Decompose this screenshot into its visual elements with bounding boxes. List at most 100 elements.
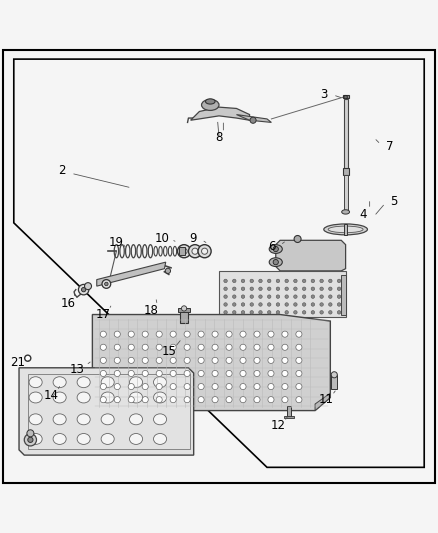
Ellipse shape: [177, 245, 191, 258]
Bar: [343, 95, 349, 99]
Text: 17: 17: [96, 308, 111, 321]
Circle shape: [241, 279, 245, 282]
Circle shape: [285, 295, 288, 298]
Text: 4: 4: [359, 208, 367, 221]
Circle shape: [156, 357, 162, 364]
Ellipse shape: [130, 392, 143, 403]
Ellipse shape: [77, 414, 90, 425]
Circle shape: [226, 384, 232, 390]
Circle shape: [328, 303, 332, 306]
Circle shape: [296, 370, 302, 376]
Circle shape: [311, 295, 314, 298]
Circle shape: [114, 370, 120, 376]
Circle shape: [184, 357, 190, 364]
Circle shape: [181, 306, 187, 311]
Bar: [178, 308, 190, 312]
Ellipse shape: [328, 226, 363, 233]
Ellipse shape: [269, 245, 283, 253]
Circle shape: [128, 370, 134, 376]
Circle shape: [268, 295, 271, 298]
Circle shape: [320, 303, 323, 306]
Ellipse shape: [130, 377, 143, 387]
Text: 5: 5: [390, 195, 397, 207]
Circle shape: [294, 236, 301, 243]
Circle shape: [142, 357, 148, 364]
Circle shape: [128, 357, 134, 364]
Circle shape: [233, 295, 236, 298]
Circle shape: [268, 384, 274, 390]
Circle shape: [250, 117, 256, 123]
Circle shape: [328, 311, 332, 314]
Circle shape: [285, 303, 288, 306]
Ellipse shape: [77, 377, 90, 387]
Circle shape: [128, 384, 134, 390]
Polygon shape: [276, 240, 346, 271]
Ellipse shape: [29, 392, 42, 403]
Circle shape: [268, 397, 274, 403]
Circle shape: [296, 357, 302, 364]
Circle shape: [100, 397, 106, 403]
Circle shape: [142, 397, 148, 403]
Circle shape: [85, 282, 92, 289]
Circle shape: [259, 303, 262, 306]
Circle shape: [100, 384, 106, 390]
Circle shape: [165, 268, 170, 273]
Circle shape: [282, 344, 288, 350]
Circle shape: [156, 397, 162, 403]
Circle shape: [226, 331, 232, 337]
Circle shape: [233, 303, 236, 306]
Circle shape: [337, 311, 341, 314]
Circle shape: [212, 357, 218, 364]
Circle shape: [142, 331, 148, 337]
Circle shape: [81, 287, 86, 292]
Circle shape: [212, 331, 218, 337]
Bar: [287, 406, 291, 417]
Text: 7: 7: [385, 140, 393, 153]
Circle shape: [302, 279, 306, 282]
Circle shape: [78, 285, 89, 295]
Ellipse shape: [101, 433, 114, 445]
Circle shape: [296, 384, 302, 390]
Circle shape: [100, 344, 106, 350]
Circle shape: [224, 295, 227, 298]
Circle shape: [114, 397, 120, 403]
Polygon shape: [315, 393, 330, 410]
Circle shape: [337, 295, 341, 298]
Circle shape: [250, 279, 254, 282]
Polygon shape: [237, 115, 272, 123]
Circle shape: [328, 279, 332, 282]
Circle shape: [184, 331, 190, 337]
Circle shape: [156, 370, 162, 376]
Circle shape: [241, 287, 245, 290]
Circle shape: [156, 344, 162, 350]
Circle shape: [233, 279, 236, 282]
Ellipse shape: [53, 377, 66, 387]
Circle shape: [184, 397, 190, 403]
Circle shape: [259, 279, 262, 282]
Circle shape: [212, 370, 218, 376]
Circle shape: [293, 303, 297, 306]
Text: 11: 11: [318, 393, 333, 406]
Circle shape: [250, 303, 254, 306]
Polygon shape: [97, 262, 166, 286]
Circle shape: [241, 311, 245, 314]
Circle shape: [302, 311, 306, 314]
Text: 15: 15: [161, 345, 176, 358]
Text: 10: 10: [155, 232, 170, 245]
Circle shape: [259, 311, 262, 314]
Circle shape: [100, 370, 106, 376]
Circle shape: [212, 384, 218, 390]
Circle shape: [254, 397, 260, 403]
Bar: [343, 168, 349, 175]
Bar: [179, 247, 185, 255]
Circle shape: [240, 397, 246, 403]
Circle shape: [27, 430, 34, 437]
Circle shape: [259, 287, 262, 290]
Circle shape: [184, 344, 190, 350]
Circle shape: [170, 370, 176, 376]
Circle shape: [254, 331, 260, 337]
Circle shape: [337, 303, 341, 306]
Circle shape: [296, 397, 302, 403]
Ellipse shape: [53, 433, 66, 445]
Circle shape: [170, 331, 176, 337]
